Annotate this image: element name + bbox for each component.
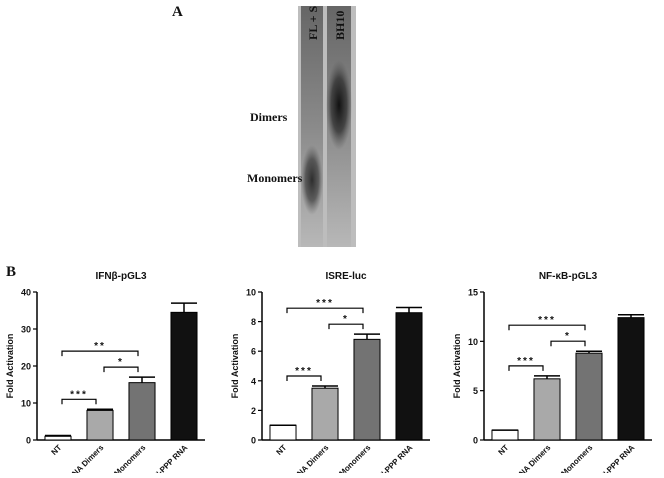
chart-title: ISRE-luc [325, 271, 367, 282]
chart-title: NF-κB-pGL3 [539, 271, 598, 282]
error-bar [170, 302, 198, 313]
x-tick-label: RNA Monomers [324, 443, 373, 473]
significance-bracket [508, 324, 586, 331]
y-tick-label: 0 [473, 436, 478, 446]
bar [44, 435, 72, 441]
x-tick-label: RNA Monomers [546, 443, 595, 473]
significance-label: * [343, 314, 349, 325]
lane-label: BH10 [333, 11, 347, 40]
gel [298, 6, 356, 247]
panel-label: B [6, 264, 16, 280]
y-tick-label: 5 [473, 386, 478, 396]
bar [128, 382, 156, 441]
significance-label: *** [295, 366, 313, 377]
y-tick-label: 6 [251, 347, 256, 357]
x-tick-label: NT [275, 443, 289, 457]
y-tick-label: 10 [21, 399, 31, 409]
significance-label: * [118, 357, 124, 368]
significance-label: *** [70, 389, 88, 400]
band-label: Monomers [247, 171, 303, 185]
y-tick-label: 10 [246, 288, 256, 298]
significance-label: *** [316, 298, 334, 309]
lane-label: FL + S [306, 5, 320, 40]
error-bar [311, 385, 339, 389]
y-tick-label: 20 [21, 362, 31, 372]
y-tick-label: 30 [21, 325, 31, 335]
bar [575, 352, 603, 441]
error-bar [533, 375, 561, 379]
x-tick-label: RNA Dimers [66, 443, 106, 473]
significance-label: * [565, 331, 571, 342]
y-tick-label: 10 [468, 337, 478, 347]
x-tick-label: NT [50, 443, 64, 457]
y-tick-label: 0 [251, 436, 256, 446]
y-axis-label: Fold Activation [230, 334, 240, 399]
x-tick-label: RNA Dimers [513, 443, 553, 473]
significance-bracket [61, 398, 97, 405]
x-tick-label: RNA Monomers [99, 443, 148, 473]
band-label: Dimers [250, 110, 288, 124]
error-bar [575, 350, 603, 354]
significance-label: *** [517, 356, 535, 367]
y-tick-label: 0 [26, 436, 31, 446]
error-bar [617, 313, 645, 318]
significance-bracket [286, 307, 364, 314]
significance-bracket [508, 365, 544, 371]
y-tick-label: 8 [251, 317, 256, 327]
y-axis-label: Fold Activation [5, 334, 15, 399]
x-tick-label: RNA Dimers [291, 443, 331, 473]
bar [395, 312, 423, 441]
error-bar [353, 333, 381, 340]
significance-label: *** [538, 315, 556, 326]
significance-bracket [550, 340, 586, 347]
y-tick-label: 4 [251, 376, 256, 386]
x-tick-label: 5'-PPP RNA [152, 443, 190, 473]
bar [269, 424, 297, 441]
bar [353, 338, 381, 441]
significance-bracket [61, 350, 139, 357]
error-bar [395, 306, 423, 313]
significance-bracket [286, 375, 322, 381]
bar [170, 311, 198, 441]
panel-label: A [172, 4, 183, 20]
significance-bracket [328, 323, 364, 330]
chart-title: IFNβ-pGL3 [95, 271, 147, 282]
error-bar [86, 408, 114, 411]
error-bar [128, 376, 156, 383]
y-tick-label: 15 [468, 288, 478, 298]
gel-band [301, 145, 323, 215]
significance-bracket [103, 366, 139, 373]
bar [617, 317, 645, 441]
x-tick-label: NT [497, 443, 511, 457]
significance-label: ** [94, 341, 106, 352]
y-tick-label: 2 [251, 406, 256, 416]
bar [533, 378, 561, 441]
error-bar [44, 434, 72, 437]
x-tick-label: 5'-PPP RNA [377, 443, 415, 473]
gel-band [326, 60, 352, 150]
y-axis-label: Fold Activation [452, 334, 462, 399]
y-tick-label: 40 [21, 288, 31, 298]
bar [311, 387, 339, 441]
bar [491, 429, 519, 441]
bar [86, 409, 114, 441]
x-tick-label: 5'-PPP RNA [599, 443, 637, 473]
